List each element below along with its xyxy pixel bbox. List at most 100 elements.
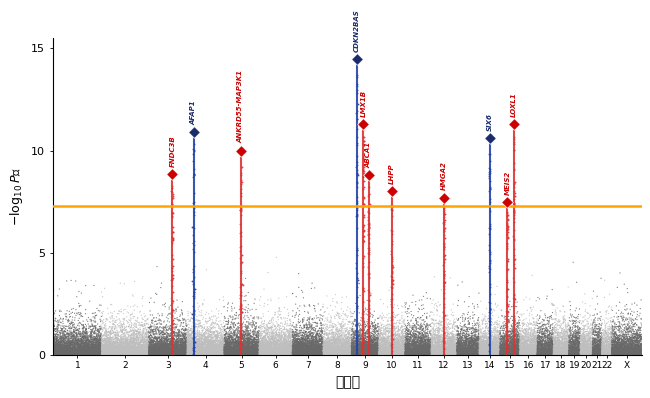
Point	[178, 350, 188, 356]
Point	[170, 345, 181, 352]
Point	[68, 340, 78, 347]
Point	[62, 351, 73, 357]
Point	[569, 338, 580, 344]
Point	[408, 346, 419, 353]
Point	[79, 344, 89, 350]
Point	[385, 347, 396, 353]
Point	[259, 345, 270, 352]
Point	[449, 352, 460, 358]
Point	[196, 348, 206, 354]
Point	[565, 347, 575, 353]
Point	[380, 351, 391, 358]
Point	[366, 351, 376, 358]
Point	[542, 346, 552, 353]
Point	[434, 346, 445, 352]
Point	[397, 333, 408, 339]
Point	[604, 343, 615, 349]
Point	[431, 336, 441, 342]
Point	[259, 329, 270, 336]
Point	[316, 346, 326, 353]
Point	[615, 341, 625, 347]
Point	[131, 337, 142, 343]
Point	[114, 308, 125, 314]
Point	[140, 350, 150, 356]
Point	[109, 344, 120, 350]
Point	[254, 314, 264, 320]
Point	[510, 330, 520, 336]
Point	[259, 351, 270, 357]
Point	[474, 340, 484, 347]
Point	[514, 342, 524, 349]
Point	[504, 308, 514, 314]
Point	[187, 339, 197, 346]
Point	[192, 344, 203, 351]
Point	[411, 347, 421, 353]
Point	[50, 345, 60, 352]
Point	[213, 337, 224, 343]
Point	[276, 350, 287, 356]
Point	[618, 345, 629, 351]
Point	[463, 350, 473, 356]
Point	[216, 343, 226, 349]
Point	[259, 339, 269, 345]
Point	[627, 344, 637, 350]
Point	[456, 332, 466, 338]
Point	[367, 350, 378, 356]
Point	[356, 351, 367, 357]
Point	[209, 341, 219, 347]
Point	[614, 307, 624, 314]
Point	[396, 336, 406, 342]
Point	[515, 342, 525, 349]
Point	[521, 338, 531, 344]
Point	[54, 312, 64, 319]
Point	[352, 346, 362, 353]
Point	[120, 339, 131, 345]
Point	[335, 346, 345, 353]
Point	[374, 349, 384, 355]
Point	[569, 346, 580, 353]
Point	[605, 341, 616, 347]
Point	[454, 348, 465, 354]
Point	[419, 351, 429, 358]
Point	[603, 338, 614, 345]
Point	[506, 350, 517, 357]
Point	[131, 321, 141, 328]
Point	[216, 351, 226, 358]
Point	[406, 308, 416, 315]
Point	[510, 345, 520, 352]
Point	[99, 349, 110, 356]
Point	[121, 349, 131, 356]
Point	[551, 316, 561, 323]
Point	[327, 347, 337, 354]
Point	[422, 341, 432, 347]
Point	[236, 333, 246, 339]
Point	[484, 336, 494, 343]
Point	[371, 350, 382, 356]
Point	[562, 351, 573, 357]
Point	[216, 323, 227, 330]
Point	[520, 351, 530, 357]
Point	[578, 344, 589, 350]
Point	[196, 336, 207, 342]
Point	[319, 351, 330, 358]
Point	[567, 346, 578, 353]
Point	[51, 345, 61, 351]
Point	[484, 344, 495, 351]
Point	[562, 342, 573, 348]
Point	[209, 334, 219, 340]
Point	[567, 348, 578, 354]
Point	[377, 345, 387, 351]
Point	[549, 345, 560, 351]
Point	[53, 350, 64, 356]
Point	[387, 203, 397, 210]
Point	[355, 338, 365, 344]
Point	[146, 349, 157, 355]
Point	[346, 345, 356, 351]
Point	[203, 337, 214, 343]
Point	[445, 351, 456, 357]
Point	[318, 351, 329, 357]
Point	[92, 350, 103, 356]
Point	[359, 337, 369, 343]
Point	[467, 343, 477, 349]
Point	[636, 348, 646, 355]
